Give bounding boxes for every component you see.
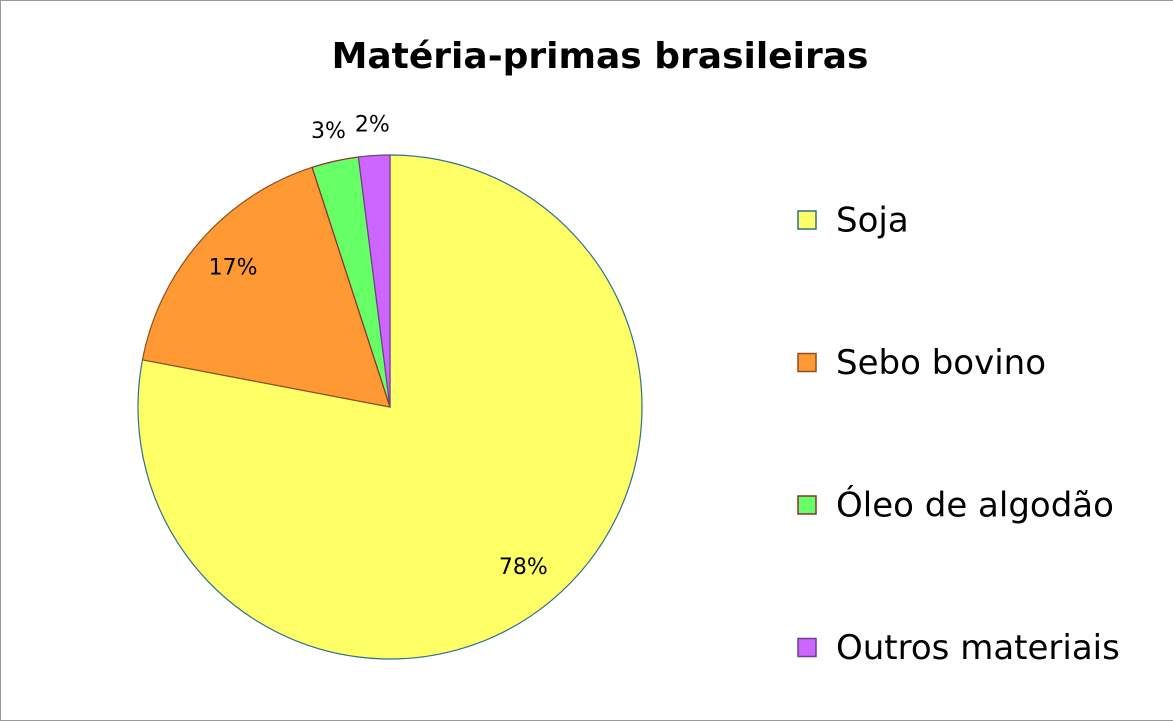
legend-label: Outros materiais xyxy=(836,628,1120,668)
data-label: 78% xyxy=(499,555,548,580)
legend-swatch xyxy=(797,637,817,658)
chart-title: Matéria-primas brasileiras xyxy=(332,36,869,77)
legend-label: Óleo de algodão xyxy=(836,485,1114,526)
legend-swatch xyxy=(797,352,817,373)
legend-swatch xyxy=(797,210,817,230)
legend-swatch xyxy=(797,495,817,515)
legend-label: Sebo bovino xyxy=(836,343,1046,383)
pie-slice xyxy=(357,154,391,408)
data-label: 17% xyxy=(209,256,258,281)
legend-label: Soja xyxy=(836,201,909,241)
data-label: 2% xyxy=(355,113,390,138)
data-label: 3% xyxy=(311,119,346,144)
pie-slice xyxy=(141,166,391,408)
